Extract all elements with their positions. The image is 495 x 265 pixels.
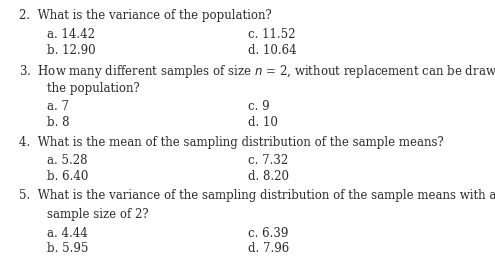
Text: b. 5.95: b. 5.95 — [47, 242, 89, 255]
Text: b. 8: b. 8 — [47, 116, 69, 129]
Text: 3.  How many different samples of size $n$ = 2, without replacement can be drawn: 3. How many different samples of size $n… — [19, 63, 495, 80]
Text: d. 8.20: d. 8.20 — [248, 170, 289, 183]
Text: c. 11.52: c. 11.52 — [248, 28, 295, 41]
Text: 2.  What is the variance of the population?: 2. What is the variance of the populatio… — [19, 9, 272, 22]
Text: a. 7: a. 7 — [47, 100, 69, 113]
Text: 4.  What is the mean of the sampling distribution of the sample means?: 4. What is the mean of the sampling dist… — [19, 136, 444, 149]
Text: c. 7.32: c. 7.32 — [248, 154, 288, 167]
Text: c. 9: c. 9 — [248, 100, 269, 113]
Text: a. 14.42: a. 14.42 — [47, 28, 95, 41]
Text: c. 6.39: c. 6.39 — [248, 227, 288, 240]
Text: a. 4.44: a. 4.44 — [47, 227, 88, 240]
Text: the population?: the population? — [47, 82, 140, 95]
Text: d. 10: d. 10 — [248, 116, 277, 129]
Text: d. 7.96: d. 7.96 — [248, 242, 289, 255]
Text: b. 12.90: b. 12.90 — [47, 44, 96, 57]
Text: sample size of 2?: sample size of 2? — [47, 208, 148, 221]
Text: d. 10.64: d. 10.64 — [248, 44, 296, 57]
Text: 5.  What is the variance of the sampling distribution of the sample means with a: 5. What is the variance of the sampling … — [19, 189, 495, 202]
Text: b. 6.40: b. 6.40 — [47, 170, 89, 183]
Text: a. 5.28: a. 5.28 — [47, 154, 88, 167]
